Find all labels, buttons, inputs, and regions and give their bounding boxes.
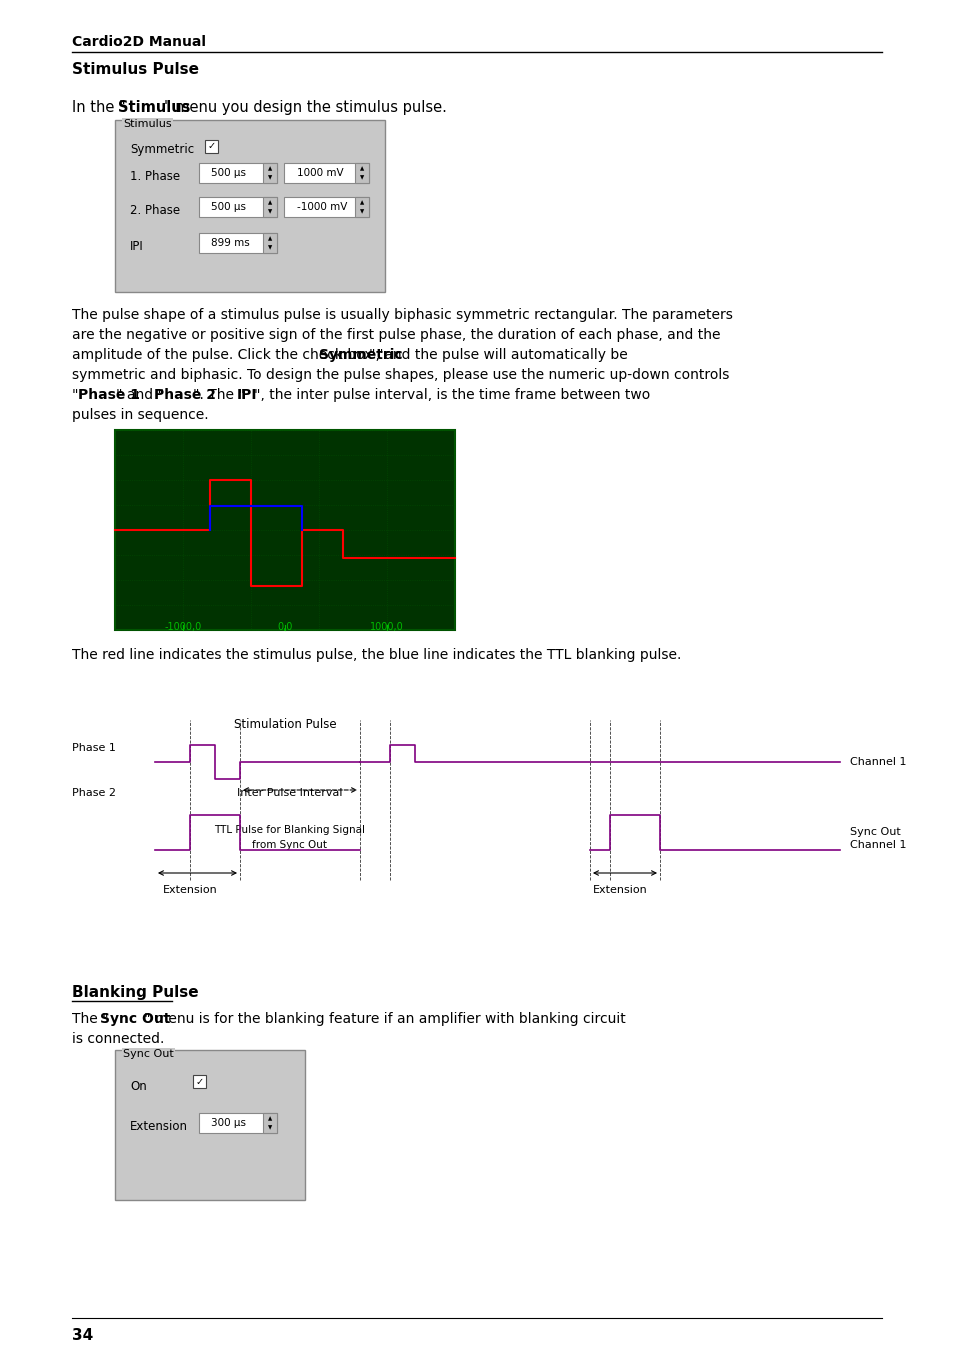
Text: ▼: ▼ [268,1125,272,1130]
Text: ▲: ▲ [268,166,272,171]
Text: Extension: Extension [592,886,647,895]
Text: Sync Out: Sync Out [123,1049,173,1058]
Bar [263,197,276,217]
Text: from Sync Out: from Sync Out [253,840,327,850]
Text: ▼: ▼ [359,209,364,213]
Bar [263,1112,276,1133]
Text: Extension: Extension [130,1120,188,1133]
Bar [199,163,276,184]
Bar [193,1075,206,1088]
Text: ✓: ✓ [207,142,215,151]
Text: 300 µs: 300 µs [211,1118,246,1129]
Bar [199,197,276,217]
Text: On: On [130,1080,147,1094]
Text: " menu you design the stimulus pulse.: " menu you design the stimulus pulse. [164,100,447,115]
Text: ▼: ▼ [359,176,364,180]
Text: 500 µs: 500 µs [211,202,246,212]
Text: Sync Out: Sync Out [849,828,900,837]
Text: -1000,0: -1000,0 [164,622,201,632]
Text: ▲: ▲ [268,200,272,205]
Text: Phase 1: Phase 1 [71,743,115,753]
Text: ". The ": ". The " [193,387,245,402]
Text: ▼: ▼ [268,244,272,250]
Text: Cardio2D Manual: Cardio2D Manual [71,35,206,49]
Text: Phase 2: Phase 2 [71,788,116,798]
Text: ▼: ▼ [268,176,272,180]
Text: 0,0: 0,0 [277,622,293,632]
Text: " and ": " and " [116,387,164,402]
Text: Extension: Extension [162,886,217,895]
Text: ", and the pulse will automatically be: ", and the pulse will automatically be [369,348,627,362]
Bar [199,1112,276,1133]
Text: Inter Pulse Interval: Inter Pulse Interval [237,788,342,798]
Text: The red line indicates the stimulus pulse, the blue line indicates the TTL blank: The red line indicates the stimulus puls… [71,648,680,662]
Bar [199,234,276,252]
Text: Phase 2: Phase 2 [154,387,216,402]
Text: The ": The " [71,1012,109,1026]
Text: amplitude of the pulse. Click the check box ": amplitude of the pulse. Click the check … [71,348,383,362]
Text: In the ": In the " [71,100,126,115]
Bar [355,197,369,217]
Bar [263,234,276,252]
Bar [284,197,369,217]
Text: is connected.: is connected. [71,1031,164,1046]
Text: TTL Pulse for Blanking Signal: TTL Pulse for Blanking Signal [214,825,365,836]
Bar [115,120,385,292]
Text: Symmetric: Symmetric [130,143,193,157]
Text: Channel 1: Channel 1 [849,840,905,850]
Bar [115,431,455,630]
Bar [355,163,369,184]
Text: ": " [71,387,78,402]
Text: The pulse shape of a stimulus pulse is usually biphasic symmetric rectangular. T: The pulse shape of a stimulus pulse is u… [71,308,732,323]
Text: Phase 1: Phase 1 [77,387,139,402]
Text: symmetric and biphasic. To design the pulse shapes, please use the numeric up-do: symmetric and biphasic. To design the pu… [71,369,729,382]
Text: ▲: ▲ [359,166,364,171]
Bar [284,163,369,184]
Text: 1000,0: 1000,0 [370,622,403,632]
Text: Stimulus Pulse: Stimulus Pulse [71,62,199,77]
Text: IPI: IPI [130,240,144,252]
Text: Channel 1: Channel 1 [849,757,905,767]
Text: 1000 mV: 1000 mV [296,167,343,178]
Bar [115,1050,305,1200]
Text: 1. Phase: 1. Phase [130,170,180,184]
Text: 34: 34 [71,1328,93,1343]
Text: ▲: ▲ [359,200,364,205]
Text: Symmetric: Symmetric [319,348,403,362]
Text: Stimulus: Stimulus [123,119,172,130]
Text: ", the inter pulse interval, is the time frame between two: ", the inter pulse interval, is the time… [253,387,649,402]
Text: Sync Out: Sync Out [99,1012,170,1026]
Text: ▼: ▼ [268,209,272,213]
Text: " menu is for the blanking feature if an amplifier with blanking circuit: " menu is for the blanking feature if an… [143,1012,624,1026]
Text: ▲: ▲ [268,1116,272,1120]
Text: ✓: ✓ [195,1076,203,1087]
Bar [263,163,276,184]
Text: 2. Phase: 2. Phase [130,204,180,217]
Text: 899 ms: 899 ms [211,238,249,248]
Text: 500 µs: 500 µs [211,167,246,178]
Text: are the negative or positive sign of the first pulse phase, the duration of each: are the negative or positive sign of the… [71,328,720,342]
Text: Stimulation Pulse: Stimulation Pulse [233,718,336,730]
Text: ▲: ▲ [268,236,272,242]
Bar [205,140,218,153]
Text: -1000 mV: -1000 mV [296,202,347,212]
Text: Stimulus: Stimulus [118,100,191,115]
Text: Blanking Pulse: Blanking Pulse [71,986,198,1000]
Text: IPI: IPI [236,387,257,402]
Text: pulses in sequence.: pulses in sequence. [71,408,209,423]
